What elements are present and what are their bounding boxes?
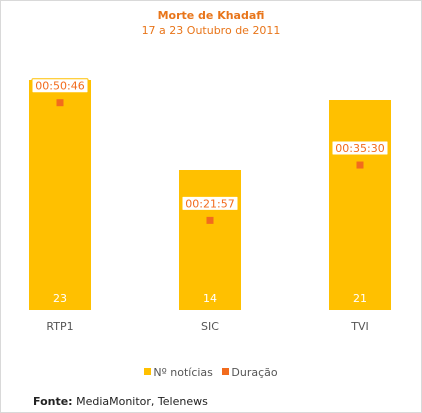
duration-label-box-sic — [181, 195, 239, 211]
chart-title: Morte de Khadafi — [157, 9, 265, 22]
legend-label-duracao: Duração — [231, 366, 278, 379]
bar-rtp1 — [29, 80, 91, 310]
legend-item-duracao: Duração — [222, 366, 278, 379]
duration-marker-tvi — [356, 161, 364, 169]
duration-label-sic: 00:21:57 — [185, 197, 234, 210]
chart-subtitle: 17 a 23 Outubro de 2011 — [141, 24, 281, 37]
category-label-tvi: TVI — [350, 320, 369, 333]
chart-legend: Nº notícias Duração — [0, 366, 422, 379]
source-note: Fonte: MediaMonitor, Telenews — [33, 395, 208, 408]
category-label-rtp1: RTP1 — [46, 320, 73, 333]
bar-value-label-rtp1: 23 — [53, 292, 67, 305]
legend-swatch-noticias — [144, 368, 152, 375]
duration-label-rtp1: 00:50:46 — [35, 80, 84, 93]
bar-value-label-tvi: 21 — [353, 292, 367, 305]
legend-item-noticias: Nº notícias — [144, 366, 213, 379]
source-label: Fonte: — [33, 395, 73, 408]
bar-tvi — [329, 100, 391, 310]
duration-label-tvi: 00:35:30 — [335, 142, 384, 155]
duration-label-box-tvi — [331, 140, 389, 156]
legend-swatch-duracao — [222, 368, 230, 375]
legend-label-noticias: Nº notícias — [153, 366, 213, 379]
duration-marker-sic — [206, 216, 214, 224]
bar-sic — [179, 170, 241, 310]
duration-label-box-rtp1 — [31, 78, 89, 94]
category-label-sic: SIC — [201, 320, 219, 333]
duration-marker-rtp1 — [56, 99, 64, 107]
bar-value-label-sic: 14 — [203, 292, 217, 305]
source-text: MediaMonitor, Telenews — [76, 395, 208, 408]
